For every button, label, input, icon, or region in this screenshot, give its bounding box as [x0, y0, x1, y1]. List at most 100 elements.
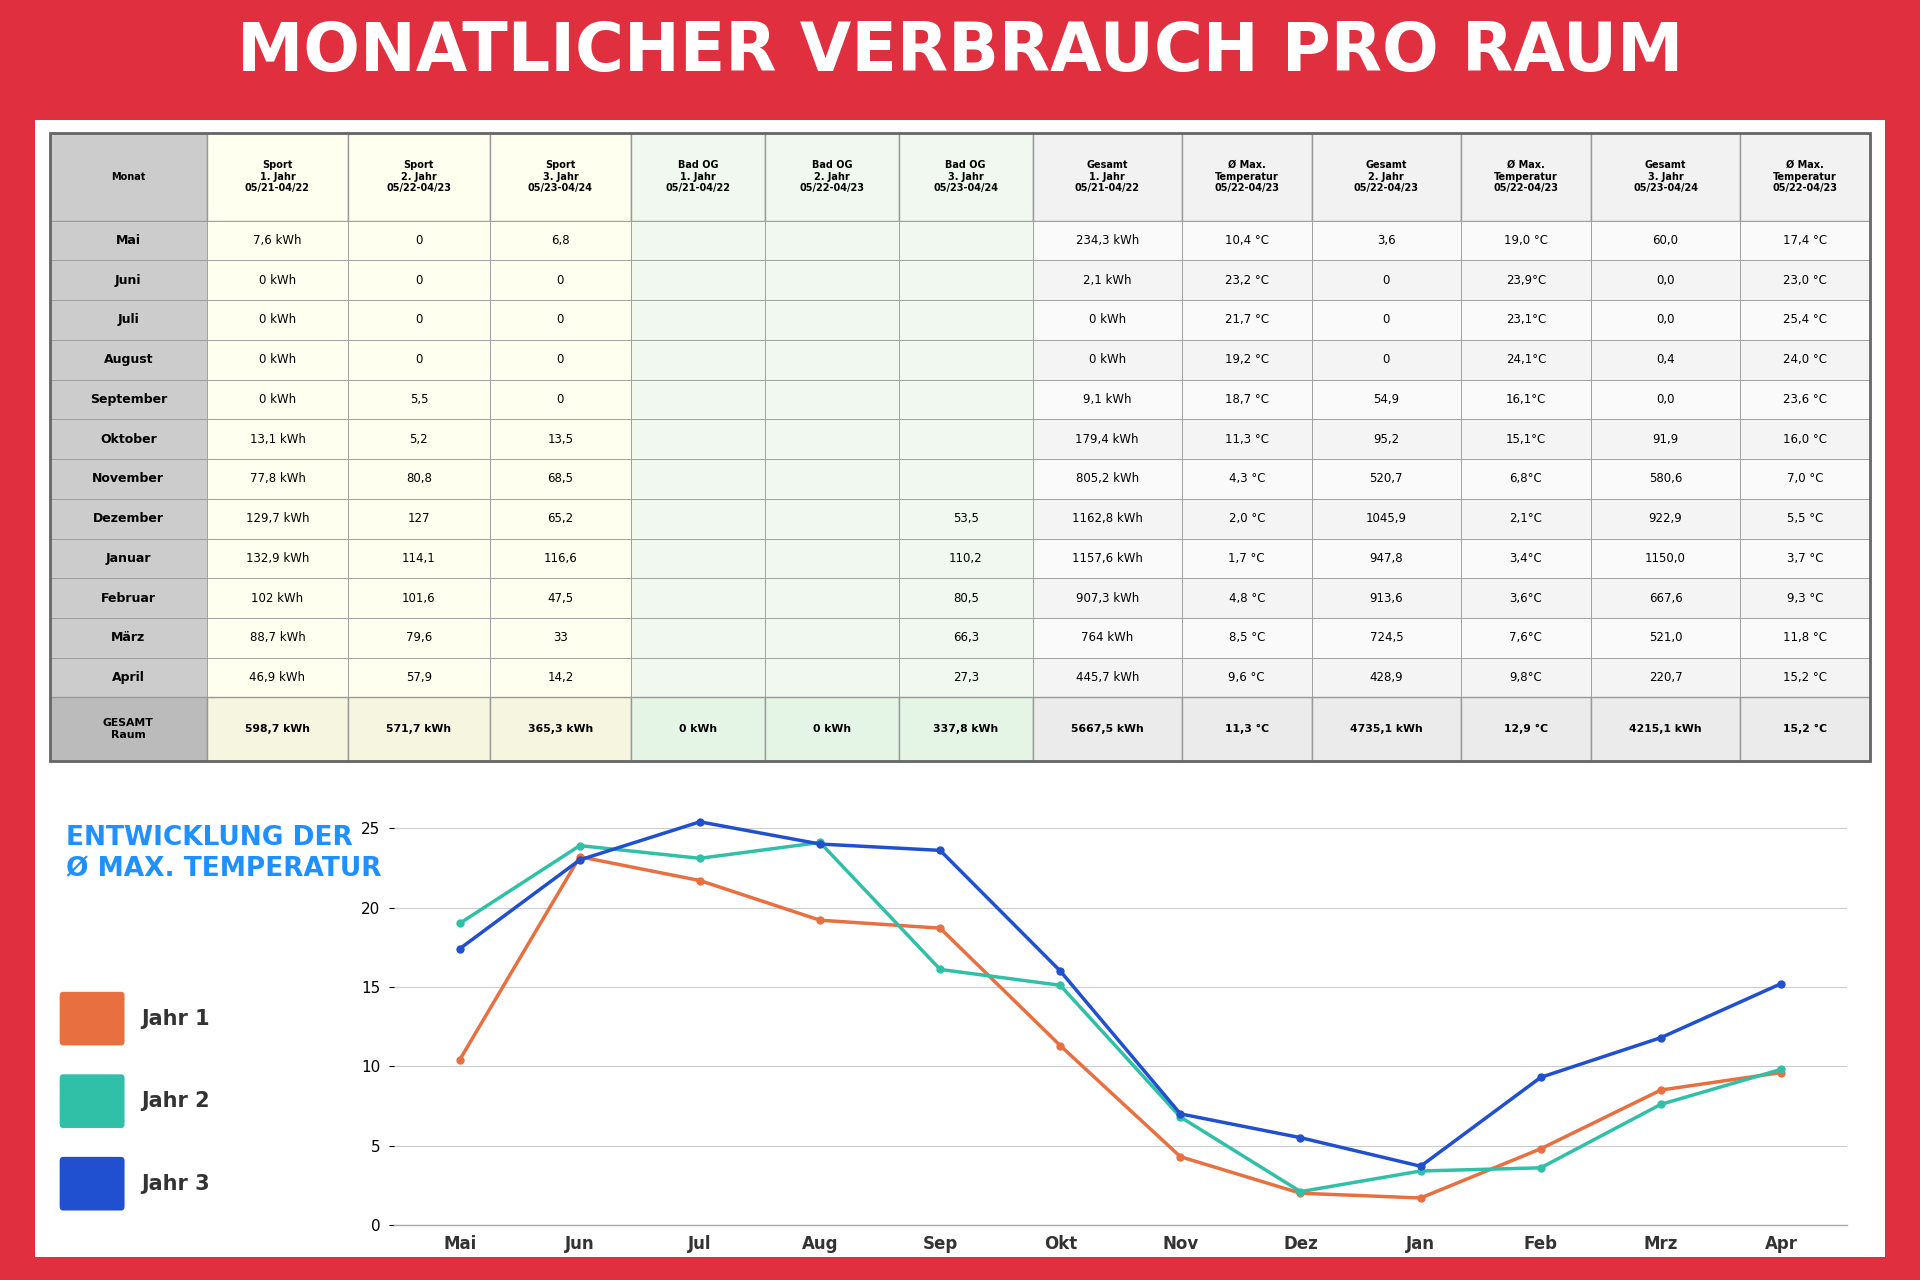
Text: 95,2: 95,2	[1373, 433, 1400, 445]
Text: 0,0: 0,0	[1657, 393, 1674, 406]
Text: 80,8: 80,8	[405, 472, 432, 485]
Text: 102 kWh: 102 kWh	[252, 591, 303, 604]
Bar	[1311, 539, 1461, 579]
Text: 0 kWh: 0 kWh	[1089, 314, 1125, 326]
Bar	[1033, 339, 1183, 380]
Bar	[1461, 460, 1592, 499]
Text: Juni: Juni	[115, 274, 142, 287]
Text: 0: 0	[415, 353, 422, 366]
Text: 54,9: 54,9	[1373, 393, 1400, 406]
Text: Mai: Mai	[115, 234, 140, 247]
Bar	[632, 499, 764, 539]
Bar	[348, 260, 490, 300]
Bar	[1311, 260, 1461, 300]
Bar	[1592, 698, 1740, 762]
Bar	[490, 539, 632, 579]
Text: 7,6 kWh: 7,6 kWh	[253, 234, 301, 247]
Bar	[1592, 220, 1740, 260]
Bar	[348, 339, 490, 380]
Text: Oktober: Oktober	[100, 433, 157, 445]
Bar	[490, 658, 632, 698]
Text: 23,6 °C: 23,6 °C	[1784, 393, 1828, 406]
Bar	[490, 499, 632, 539]
Text: GESAMT
Raum: GESAMT Raum	[104, 718, 154, 740]
Bar	[490, 133, 632, 220]
Text: Bad OG
1. Jahr
05/21-04/22: Bad OG 1. Jahr 05/21-04/22	[666, 160, 732, 193]
Bar	[764, 618, 899, 658]
Bar	[1740, 539, 1870, 579]
Bar	[632, 618, 764, 658]
Text: 27,3: 27,3	[952, 671, 979, 684]
Bar	[1311, 658, 1461, 698]
Text: Jahr 1: Jahr 1	[140, 1009, 209, 1029]
Bar	[1033, 579, 1183, 618]
Text: 129,7 kWh: 129,7 kWh	[246, 512, 309, 525]
Text: 0 kWh: 0 kWh	[259, 393, 296, 406]
Bar	[1461, 698, 1592, 762]
Bar	[1461, 300, 1592, 339]
Bar	[632, 339, 764, 380]
Bar	[1183, 658, 1311, 698]
Bar	[632, 260, 764, 300]
Text: 0 kWh: 0 kWh	[259, 353, 296, 366]
Bar	[50, 300, 207, 339]
Text: 0 kWh: 0 kWh	[680, 724, 718, 735]
Bar	[348, 220, 490, 260]
Text: 1162,8 kWh: 1162,8 kWh	[1071, 512, 1142, 525]
Bar	[348, 300, 490, 339]
Text: 25,4 °C: 25,4 °C	[1784, 314, 1828, 326]
Bar	[1311, 698, 1461, 762]
Bar	[899, 618, 1033, 658]
Bar	[1740, 698, 1870, 762]
Bar	[1311, 618, 1461, 658]
Bar	[1311, 460, 1461, 499]
Text: Februar: Februar	[102, 591, 156, 604]
Text: 9,6 °C: 9,6 °C	[1229, 671, 1265, 684]
Text: 0: 0	[557, 353, 564, 366]
Bar	[1740, 420, 1870, 460]
Text: 8,5 °C: 8,5 °C	[1229, 631, 1265, 644]
Bar	[764, 499, 899, 539]
Text: Gesamt
2. Jahr
05/22-04/23: Gesamt 2. Jahr 05/22-04/23	[1354, 160, 1419, 193]
Bar	[1183, 133, 1311, 220]
Text: 1157,6 kWh: 1157,6 kWh	[1071, 552, 1142, 564]
Bar	[207, 260, 348, 300]
Text: Ø Max.
Temperatur
05/22-04/23: Ø Max. Temperatur 05/22-04/23	[1494, 160, 1559, 193]
Text: 521,0: 521,0	[1649, 631, 1682, 644]
Text: 0: 0	[1382, 314, 1390, 326]
FancyBboxPatch shape	[60, 992, 125, 1046]
Bar	[1740, 460, 1870, 499]
Bar	[899, 579, 1033, 618]
Text: 17,4 °C: 17,4 °C	[1784, 234, 1828, 247]
Text: 724,5: 724,5	[1369, 631, 1404, 644]
Text: 913,6: 913,6	[1369, 591, 1404, 604]
Text: 0: 0	[557, 314, 564, 326]
Text: 91,9: 91,9	[1653, 433, 1678, 445]
Bar	[1740, 133, 1870, 220]
Bar	[1033, 380, 1183, 420]
Bar	[1183, 300, 1311, 339]
Text: 580,6: 580,6	[1649, 472, 1682, 485]
Text: 520,7: 520,7	[1369, 472, 1404, 485]
Bar	[899, 658, 1033, 698]
Bar	[207, 698, 348, 762]
Text: 23,1°C: 23,1°C	[1505, 314, 1546, 326]
Text: Bad OG
3. Jahr
05/23-04/24: Bad OG 3. Jahr 05/23-04/24	[933, 160, 998, 193]
Text: 7,6°C: 7,6°C	[1509, 631, 1542, 644]
Bar	[899, 420, 1033, 460]
Text: 1,7 °C: 1,7 °C	[1229, 552, 1265, 564]
Bar	[1183, 420, 1311, 460]
Bar	[207, 460, 348, 499]
Bar	[1183, 220, 1311, 260]
Bar	[764, 260, 899, 300]
Bar	[1592, 300, 1740, 339]
Bar	[1183, 618, 1311, 658]
Bar	[1033, 698, 1183, 762]
Text: 1150,0: 1150,0	[1645, 552, 1686, 564]
Bar	[207, 579, 348, 618]
Bar	[1033, 133, 1183, 220]
Text: 4215,1 kWh: 4215,1 kWh	[1630, 724, 1701, 735]
Bar	[1461, 220, 1592, 260]
Text: 3,6: 3,6	[1377, 234, 1396, 247]
Text: Bad OG
2. Jahr
05/22-04/23: Bad OG 2. Jahr 05/22-04/23	[799, 160, 864, 193]
